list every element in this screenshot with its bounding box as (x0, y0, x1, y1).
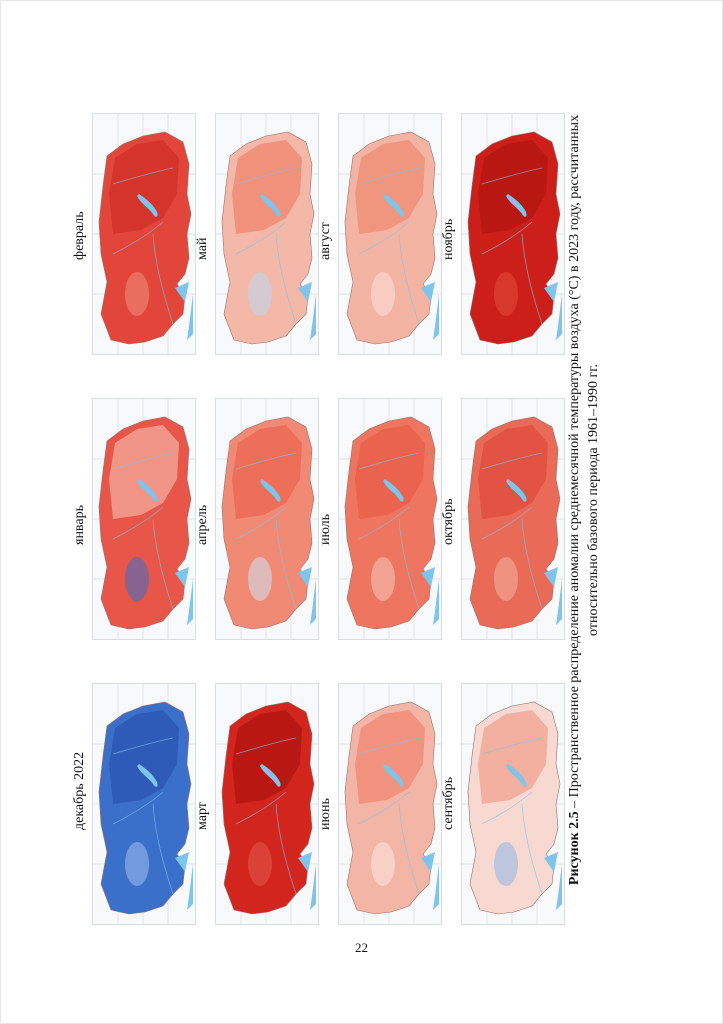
anomaly-map (92, 683, 196, 925)
map-label: декабрь 2022 (72, 751, 87, 830)
anomaly-map (461, 398, 565, 640)
anomaly-map-graphic (216, 114, 318, 354)
anomaly-map-graphic (462, 114, 564, 354)
map-label: январь (72, 505, 87, 545)
anomaly-map (461, 683, 565, 925)
anomaly-map (215, 683, 319, 925)
rotated-figure: декабрь 2022 март июнь сентябрь январь апрель… (70, 75, 603, 945)
anomaly-map (215, 398, 319, 640)
page-number: 22 (355, 940, 368, 955)
map-label: февраль (72, 211, 87, 260)
caption-text: – Пространственное распределение аномали… (567, 114, 601, 812)
anomaly-map-graphic (462, 399, 564, 639)
anomaly-map (338, 113, 442, 355)
anomaly-map (92, 398, 196, 640)
anomaly-map-graphic (93, 399, 195, 639)
map-label: сентябрь (441, 777, 456, 830)
anomaly-map-graphic (462, 684, 564, 924)
anomaly-map (338, 683, 442, 925)
anomaly-map-graphic (216, 399, 318, 639)
map-label: май (195, 237, 210, 260)
anomaly-map-graphic (93, 684, 195, 924)
map-label: март (195, 802, 210, 830)
anomaly-map (215, 113, 319, 355)
anomaly-map-graphic (93, 114, 195, 354)
map-label: август (318, 222, 333, 260)
map-label: июнь (318, 798, 333, 830)
caption-bold: Рисунок 2.5 (567, 811, 582, 886)
anomaly-map-graphic (339, 114, 441, 354)
anomaly-map (338, 398, 442, 640)
anomaly-map (92, 113, 196, 355)
map-label: ноябрь (441, 218, 456, 260)
anomaly-map-graphic (339, 399, 441, 639)
anomaly-map-graphic (216, 684, 318, 924)
anomaly-map (461, 113, 565, 355)
map-label: апрель (195, 504, 210, 545)
map-label: июль (318, 514, 333, 545)
figure-caption: Рисунок 2.5 – Пространственное распредел… (565, 75, 603, 925)
map-label: октябрь (441, 498, 456, 546)
anomaly-map-graphic (339, 684, 441, 924)
